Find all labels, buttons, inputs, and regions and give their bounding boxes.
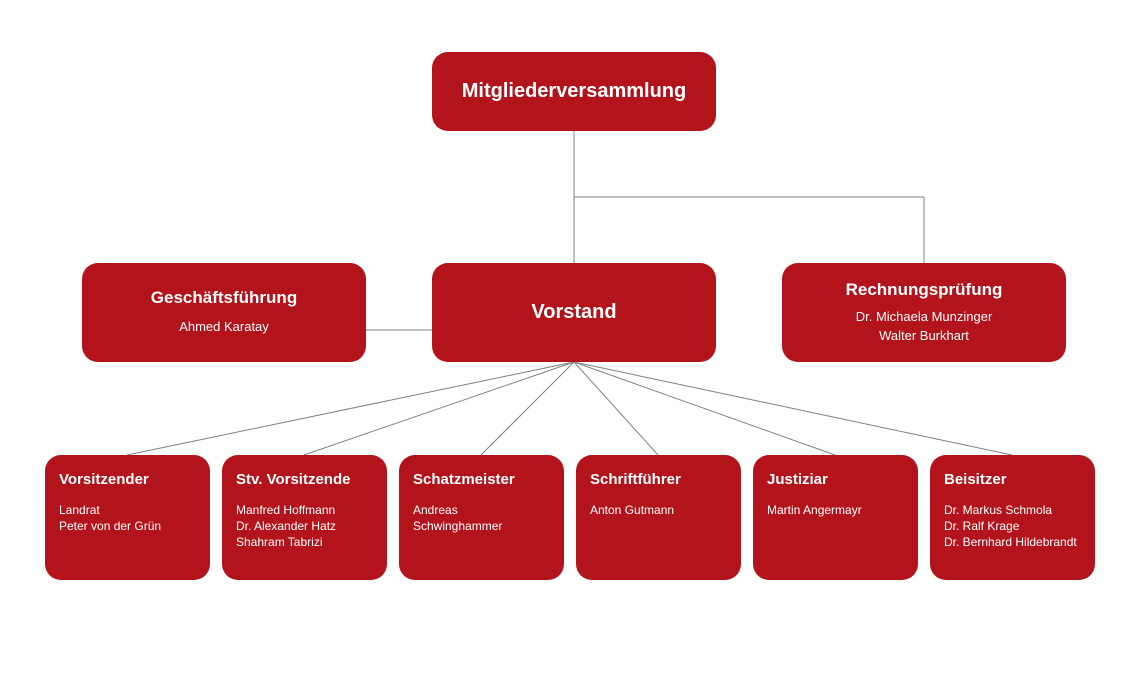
node-vorstand: Vorstand xyxy=(432,263,716,362)
node-mitgliederversammlung: Mitgliederversammlung xyxy=(432,52,716,131)
node-names: Anton Gutmann xyxy=(590,502,674,518)
node-names: Martin Angermayr xyxy=(767,502,862,518)
node-names: Manfred Hoffmann Dr. Alexander Hatz Shah… xyxy=(236,502,336,551)
node-title: Justiziar xyxy=(767,471,828,488)
node-title: Schriftführer xyxy=(590,471,681,488)
node-names: Landrat Peter von der Grün xyxy=(59,502,161,534)
node-geschaeftsfuehrung: Geschäftsführung Ahmed Karatay xyxy=(82,263,366,362)
node-title: Vorstand xyxy=(531,301,616,324)
node-title: Geschäftsführung xyxy=(151,288,297,308)
node-beisitzer: Beisitzer Dr. Markus Schmola Dr. Ralf Kr… xyxy=(930,455,1095,580)
node-title: Schatzmeister xyxy=(413,471,515,488)
node-title: Rechnungsprüfung xyxy=(846,280,1003,300)
node-names: Andreas Schwinghammer xyxy=(413,502,550,534)
node-schriftfuehrer: Schriftführer Anton Gutmann xyxy=(576,455,741,580)
node-names: Ahmed Karatay xyxy=(179,318,269,336)
node-rechnungspruefung: Rechnungsprüfung Dr. Michaela Munzinger … xyxy=(782,263,1066,362)
node-title: Mitgliederversammlung xyxy=(462,80,687,103)
node-schatzmeister: Schatzmeister Andreas Schwinghammer xyxy=(399,455,564,580)
node-names: Dr. Markus Schmola Dr. Ralf Krage Dr. Be… xyxy=(944,502,1077,551)
node-title: Stv. Vorsitzende xyxy=(236,471,350,488)
node-justiziar: Justiziar Martin Angermayr xyxy=(753,455,918,580)
node-vorsitzender: Vorsitzender Landrat Peter von der Grün xyxy=(45,455,210,580)
node-title: Beisitzer xyxy=(944,471,1007,488)
node-stv-vorsitzende: Stv. Vorsitzende Manfred Hoffmann Dr. Al… xyxy=(222,455,387,580)
node-names: Dr. Michaela Munzinger Walter Burkhart xyxy=(856,308,993,344)
node-title: Vorsitzender xyxy=(59,471,149,488)
